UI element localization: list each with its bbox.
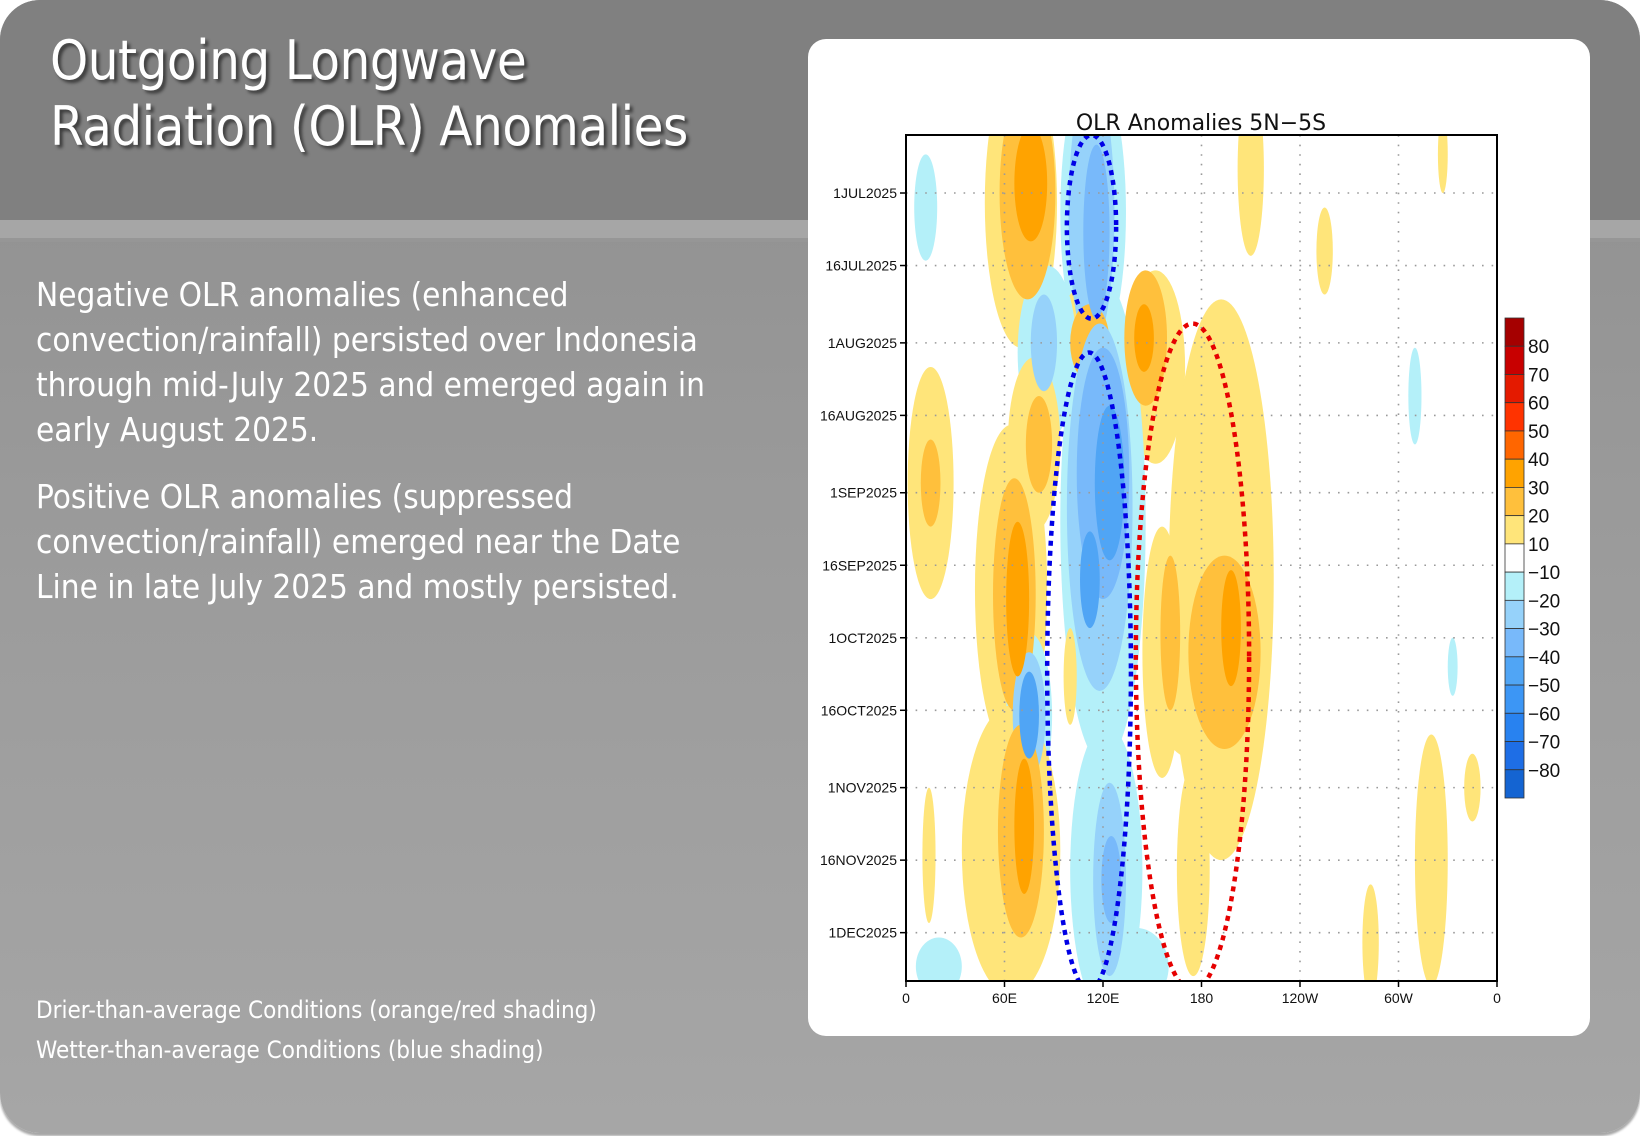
anomaly-feature [1014, 135, 1048, 242]
colorbar-swatch [1504, 769, 1525, 799]
colorbar-label: 40 [1528, 450, 1549, 471]
blue-dotted-ellipse [1064, 135, 1119, 321]
x-tick-label: 120W [1282, 990, 1319, 1006]
slide-title: Outgoing Longwave Radiation (OLR) Anomal… [50, 28, 790, 160]
anomaly-feature [1134, 304, 1154, 372]
colorbar-label: −10 [1528, 563, 1560, 584]
x-axis: 0 60E 120E 180 120W 60W 0 [902, 981, 1501, 1006]
annotation-ellipses [1044, 135, 1252, 981]
colorbar-label: 20 [1528, 507, 1549, 528]
shading-notes: Drier-than-average Conditions (orange/re… [36, 990, 796, 1070]
anomaly-feature [1447, 637, 1458, 696]
colorbar-label: −60 [1528, 704, 1560, 725]
red-dotted-ellipse [1133, 321, 1252, 981]
colorbar-swatch [1504, 458, 1525, 488]
colorbar-swatch [1504, 345, 1525, 375]
colorbar-swatch [1504, 430, 1525, 460]
y-tick-label: 16NOV2025 [820, 852, 897, 868]
note-wetter: Wetter-than-average Conditions (blue sha… [36, 1036, 544, 1064]
note-drier: Drier-than-average Conditions (orange/re… [36, 996, 597, 1024]
anomaly-feature [1221, 570, 1241, 687]
colorbar-label: −80 [1528, 761, 1560, 782]
anomaly-feature [1006, 521, 1030, 677]
y-tick-label: 1DEC2025 [829, 925, 898, 941]
anomaly-feature [1063, 628, 1077, 725]
title-line-2: Radiation (OLR) Anomalies [50, 95, 688, 158]
anomaly-feature [1160, 555, 1181, 711]
colorbar-swatch [1504, 599, 1525, 629]
colorbar-label: −70 [1528, 733, 1560, 754]
colorbar-label: −20 [1528, 591, 1560, 612]
colorbar-label: 10 [1528, 535, 1549, 556]
anomaly-feature [1019, 671, 1039, 759]
colorbar-swatch [1504, 543, 1525, 573]
blue-dotted-ellipse [1044, 350, 1134, 981]
colorbar-swatch [1504, 571, 1525, 601]
colorbar: 80 70 60 50 40 30 20 10 −10 −20 −30 −40 −50 −60 −70 −80 [1504, 317, 1560, 799]
y-tick-label: 1JUL2025 [833, 185, 897, 201]
anomaly-feature [1414, 734, 1448, 981]
colorbar-label: 30 [1528, 478, 1549, 499]
y-axis: 1JUL2025 16JUL2025 1AUG2025 16AUG2025 1SEP20… [820, 185, 906, 941]
x-tick-label: 60W [1384, 990, 1414, 1006]
colorbar-label: −50 [1528, 676, 1560, 697]
anomaly-shading [907, 135, 1481, 981]
anomaly-feature [1030, 294, 1058, 392]
x-tick-label: 0 [1493, 990, 1501, 1006]
anomaly-feature [914, 154, 938, 261]
x-tick-label: 60E [992, 990, 1017, 1006]
colorbar-swatch [1504, 684, 1525, 714]
colorbar-label: 60 [1528, 394, 1549, 415]
colorbar-swatch [1504, 487, 1525, 517]
colorbar-label: 70 [1528, 365, 1549, 386]
anomaly-feature [1437, 135, 1448, 193]
colorbar-swatch [1504, 741, 1525, 771]
colorbar-swatch [1504, 515, 1525, 545]
anomaly-feature [1362, 884, 1379, 981]
y-tick-label: 16SEP2025 [822, 557, 897, 573]
colorbar-label: 50 [1528, 422, 1549, 443]
anomaly-feature [920, 439, 941, 527]
colorbar-swatch [1504, 656, 1525, 686]
colorbar-label: 80 [1528, 337, 1549, 358]
anomaly-feature [1025, 396, 1053, 493]
y-tick-label: 16OCT2025 [821, 702, 897, 718]
colorbar-swatch [1504, 374, 1525, 404]
y-tick-label: 1SEP2025 [830, 485, 897, 501]
y-tick-label: 16AUG2025 [820, 407, 897, 423]
y-tick-label: 16JUL2025 [825, 258, 897, 274]
colorbar-swatch [1504, 317, 1525, 347]
anomaly-feature [1316, 207, 1333, 295]
colorbar-label: −40 [1528, 648, 1560, 669]
paragraph-negative-olr: Negative OLR anomalies (enhanced convect… [36, 275, 705, 449]
x-tick-label: 120E [1087, 990, 1120, 1006]
paragraph-positive-olr: Positive OLR anomalies (suppressed conve… [36, 477, 681, 606]
anomaly-feature [1014, 758, 1035, 894]
colorbar-label: −30 [1528, 620, 1560, 641]
anomaly-feature [1094, 405, 1125, 561]
colorbar-swatch [1504, 402, 1525, 432]
anomaly-feature [922, 787, 936, 923]
x-tick-label: 0 [902, 990, 910, 1006]
colorbar-swatch [1504, 712, 1525, 742]
grid-lines [906, 135, 1497, 981]
anomaly-feature [1464, 753, 1481, 822]
y-tick-label: 1OCT2025 [829, 630, 898, 646]
anomaly-feature [1080, 531, 1100, 629]
anomaly-feature [1101, 835, 1122, 923]
x-tick-label: 180 [1190, 990, 1214, 1006]
title-line-1: Outgoing Longwave [50, 29, 527, 92]
anomaly-feature [915, 937, 962, 981]
y-tick-label: 1AUG2025 [828, 335, 897, 351]
y-tick-label: 1NOV2025 [828, 780, 897, 796]
colorbar-swatch [1504, 628, 1525, 658]
body-text: Negative OLR anomalies (enhanced convect… [36, 272, 736, 631]
anomaly-feature [1083, 144, 1110, 319]
anomaly-feature [1237, 135, 1264, 256]
chart-title: OLR Anomalies 5N−5S [1076, 111, 1326, 136]
anomaly-feature [1176, 763, 1210, 977]
anomaly-feature [1408, 347, 1422, 445]
